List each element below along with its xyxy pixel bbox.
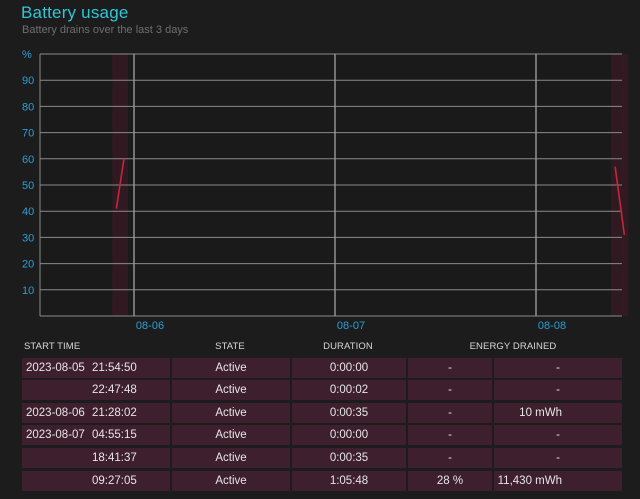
start-time: 18:41:37 <box>92 451 137 464</box>
start-time: 04:55:15 <box>92 429 137 442</box>
y-tick-label: 50 <box>22 180 34 192</box>
state-cell: Active <box>172 380 290 401</box>
x-tick-label: 08-06 <box>136 320 164 332</box>
y-tick-label: 60 <box>22 154 34 166</box>
drain-line <box>115 158 125 209</box>
duration-cell: 0:00:35 <box>292 402 406 423</box>
state-cell: Active <box>172 447 290 468</box>
table-header: START TIME STATE DURATION ENERGY DRAINED <box>22 338 624 355</box>
table-row[interactable]: 09:27:05 Active 1:05:48 28 % 11,430 mWh <box>22 470 624 491</box>
start-time-cell: 2023-08-07 04:55:15 <box>22 425 170 446</box>
y-tick-label: 20 <box>22 259 34 271</box>
start-time-cell: 18:41:37 <box>22 447 170 468</box>
y-tick-label: 10 <box>22 285 34 297</box>
start-time-cell: 22:47:48 <box>22 380 170 401</box>
energy-percent-cell: - <box>408 447 492 468</box>
page-title: Battery usage <box>21 3 129 22</box>
start-time: 21:28:02 <box>92 406 137 419</box>
header-state: STATE <box>215 341 245 352</box>
state-cell: Active <box>172 470 290 491</box>
start-time-cell: 09:27:05 <box>22 470 170 491</box>
y-tick-label: 40 <box>22 206 34 218</box>
x-tick-label: 08-07 <box>337 320 365 332</box>
energy-percent-cell: - <box>408 425 492 446</box>
table-body: 2023-08-05 21:54:50 Active 0:00:00- -22:47:4… <box>22 357 624 491</box>
y-tick-label: 30 <box>22 232 34 244</box>
battery-usage-table: START TIME STATE DURATION ENERGY DRAINED… <box>22 338 624 491</box>
state-cell: Active <box>172 425 290 446</box>
x-tick-label: 08-08 <box>538 320 566 332</box>
duration-cell: 0:00:02 <box>292 380 406 401</box>
duration-cell: 0:00:35 <box>292 447 406 468</box>
energy-mwh-cell: 10 mWh <box>494 402 622 423</box>
start-date: 2023-08-06 <box>26 406 85 419</box>
energy-mwh-cell: - <box>494 380 622 401</box>
energy-mwh-cell: 11,430 mWh <box>494 470 622 491</box>
energy-percent-cell: 28 % <box>408 470 492 491</box>
table-row[interactable]: 2023-08-05 21:54:50 Active 0:00:00- - <box>22 357 624 378</box>
duration-cell: 0:00:00 <box>292 357 406 378</box>
energy-percent-cell: - <box>408 402 492 423</box>
header-start-time: START TIME <box>24 341 81 352</box>
energy-percent-cell: - <box>408 380 492 401</box>
energy-mwh-cell: - <box>494 425 622 446</box>
table-row[interactable]: 18:41:37 Active 0:00:35- - <box>22 447 624 468</box>
state-cell: Active <box>172 402 290 423</box>
y-tick-label: 80 <box>22 101 34 113</box>
start-time: 22:47:48 <box>92 384 137 397</box>
duration-cell: 0:00:00 <box>292 425 406 446</box>
start-time: 09:27:05 <box>92 474 137 487</box>
duration-cell: 1:05:48 <box>292 470 406 491</box>
table-row[interactable]: 2023-08-06 21:28:02 Active 0:00:35-10 mWh <box>22 402 624 423</box>
y-unit-label: % <box>22 49 32 61</box>
battery-drain-chart: 10 20 30 40 50 60 70 80 90% 08-06 08-07 08-08 <box>0 40 640 335</box>
energy-mwh-cell: - <box>494 357 622 378</box>
header-energy-drained: ENERGY DRAINED <box>469 341 557 352</box>
state-cell: Active <box>172 357 290 378</box>
table-row[interactable]: 2023-08-07 04:55:15 Active 0:00:00- - <box>22 425 624 446</box>
header-duration: DURATION <box>323 341 373 352</box>
start-date: 2023-08-05 <box>26 361 85 374</box>
start-date: 2023-08-07 <box>26 429 85 442</box>
table-row[interactable]: 22:47:48 Active 0:00:02- - <box>22 380 624 401</box>
page-subtitle: Battery drains over the last 3 days <box>22 24 189 36</box>
energy-percent-cell: - <box>408 357 492 378</box>
drain-line <box>614 166 626 235</box>
start-time-cell: 2023-08-06 21:28:02 <box>22 402 170 423</box>
start-time-cell: 2023-08-05 21:54:50 <box>22 357 170 378</box>
y-tick-label: 70 <box>22 128 34 140</box>
energy-mwh-cell: - <box>494 447 622 468</box>
y-tick-label: 90 <box>22 75 34 87</box>
start-time: 21:54:50 <box>92 361 137 374</box>
